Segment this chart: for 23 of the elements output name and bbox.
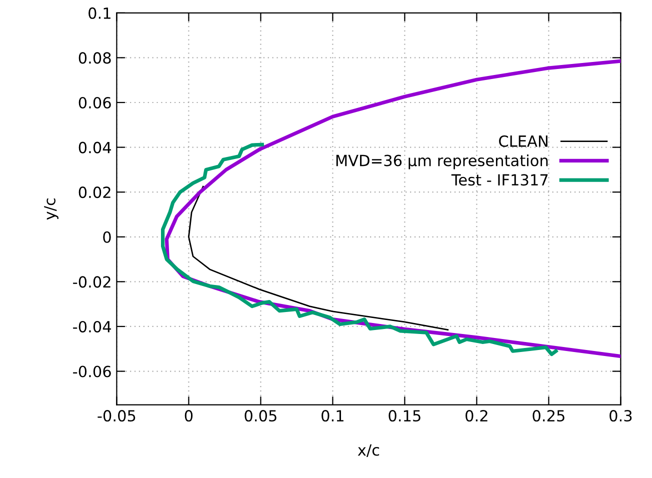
y-tick-label: 0.02 — [78, 186, 110, 198]
x-tick-label: 0 — [184, 410, 193, 422]
legend-label: MVD=36 µm representation — [336, 154, 548, 170]
x-tick-label: 0.05 — [244, 410, 276, 422]
x-axis-title: x/c — [358, 444, 380, 457]
legend-label: CLEAN — [499, 135, 548, 147]
line-series — [188, 186, 449, 331]
x-tick-label: 0.3 — [610, 410, 632, 422]
y-tick-label: 0.08 — [78, 52, 111, 64]
x-tick-label: -0.05 — [98, 410, 136, 422]
x-tick-label: 0.25 — [532, 410, 564, 422]
y-tick-label: 0.04 — [78, 142, 111, 154]
y-tick-label: 0.1 — [88, 7, 110, 19]
x-tick-label: 0.2 — [466, 410, 488, 422]
y-axis-title: y/c — [44, 198, 58, 220]
y-tick-label: -0.06 — [73, 366, 111, 378]
y-tick-label: -0.04 — [73, 320, 111, 332]
x-tick-label: 0.1 — [322, 410, 344, 422]
legend-label: Test - IF1317 — [451, 174, 548, 186]
y-tick-label: 0 — [103, 231, 111, 243]
y-tick-label: 0.06 — [78, 96, 111, 109]
y-tick-label: -0.02 — [73, 276, 110, 288]
x-tick-label: 0.15 — [388, 410, 420, 422]
